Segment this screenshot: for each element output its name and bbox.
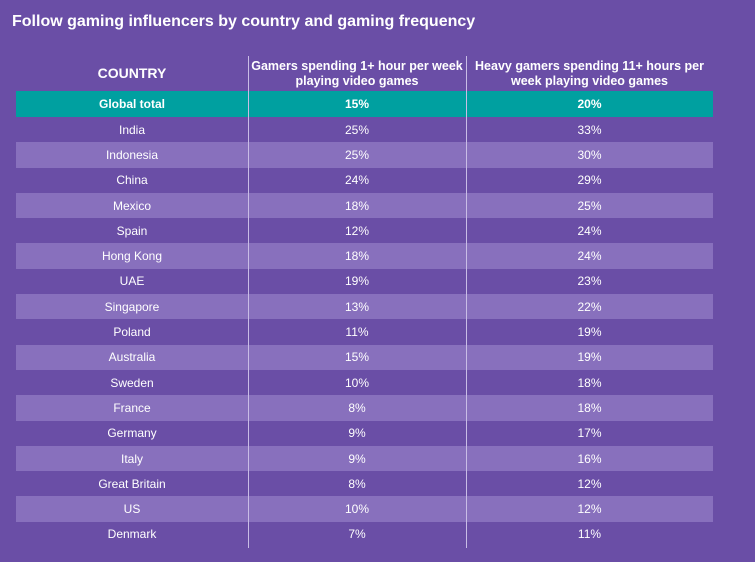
header-heavy-gamers-11h: Heavy gamers spending 11+ hours per week… <box>475 58 704 88</box>
cell-gamers-1h: 18% <box>344 198 370 213</box>
table-row: Indonesia 25% 30% <box>16 142 713 168</box>
cell-gamers-1h: 13% <box>344 299 370 314</box>
cell-gamers-1h: 9% <box>348 451 366 466</box>
chart-title: Follow gaming influencers by country and… <box>12 13 476 30</box>
header-gamers-1h: Gamers spending 1+ hour per week playing… <box>251 58 463 88</box>
cell-heavy-gamers-11h: 11% <box>577 527 602 542</box>
cell-country: Italy <box>120 451 143 466</box>
cell-heavy-gamers-11h: 18% <box>577 375 602 390</box>
cell-heavy-gamers-11h: 29% <box>577 173 602 188</box>
table-row: Hong Kong 18% 24% <box>16 243 713 269</box>
cell-country: Mexico <box>112 198 151 213</box>
cell-heavy-gamers-11h: 16% <box>577 451 602 466</box>
cell-gamers-1h: 24% <box>344 173 370 188</box>
table-row: Australia 15% 19% <box>16 344 713 370</box>
column-divider-1 <box>248 56 249 548</box>
cell-country: Denmark <box>107 527 157 542</box>
table-row: Great Britain 8% 12% <box>16 471 713 496</box>
table-row: France 8% 18% <box>16 395 713 421</box>
cell-country: Australia <box>108 350 156 365</box>
cell-gamers-1h: 18% <box>344 249 370 264</box>
table-row: Poland 11% 19% <box>16 319 713 344</box>
table-row-global-total: Global total 15% 20% <box>16 91 713 117</box>
cell-country: Sweden <box>110 375 154 390</box>
cell-heavy-gamers-11h: 30% <box>577 147 602 162</box>
cell-gamers-1h: 8% <box>348 476 366 491</box>
cell-gamers-1h: 10% <box>344 375 370 390</box>
cell-country: India <box>118 122 146 137</box>
cell-heavy-gamers-11h: 20% <box>577 97 602 111</box>
cell-gamers-1h: 12% <box>344 223 370 238</box>
cell-heavy-gamers-11h: 22% <box>577 299 602 314</box>
cell-heavy-gamers-11h: 19% <box>577 325 602 340</box>
cell-heavy-gamers-11h: 12% <box>577 502 602 517</box>
cell-gamers-1h: 10% <box>344 502 370 517</box>
cell-country: Spain <box>116 223 148 238</box>
cell-heavy-gamers-11h: 18% <box>577 400 602 415</box>
cell-gamers-1h: 15% <box>344 97 370 111</box>
cell-country: Hong Kong <box>101 249 163 264</box>
cell-gamers-1h: 9% <box>348 426 366 441</box>
cell-country: UAE <box>119 274 145 289</box>
cell-country: Germany <box>107 426 157 441</box>
table-row: Denmark 7% 11% <box>16 522 713 547</box>
table-row: UAE 19% 23% <box>16 269 713 294</box>
cell-heavy-gamers-11h: 17% <box>577 426 602 441</box>
cell-heavy-gamers-11h: 33% <box>577 122 602 137</box>
cell-heavy-gamers-11h: 19% <box>577 350 602 365</box>
cell-gamers-1h: 25% <box>344 122 370 137</box>
table-row: Germany 9% 17% <box>16 421 713 446</box>
cell-country: Poland <box>113 325 151 340</box>
cell-heavy-gamers-11h: 25% <box>577 198 602 213</box>
cell-heavy-gamers-11h: 12% <box>577 476 602 491</box>
table-row: Mexico 18% 25% <box>16 192 713 219</box>
table-body: Global total 15% 20% India 25% 33% Indonesia 25… <box>16 91 713 547</box>
data-table: COUNTRY Gamers spending 1+ hour per week… <box>16 56 713 547</box>
table-row: Sweden 10% 18% <box>16 370 713 395</box>
cell-gamers-1h: 25% <box>344 147 370 162</box>
cell-country: Indonesia <box>105 147 159 162</box>
cell-country: China <box>116 173 148 188</box>
table-header: COUNTRY Gamers spending 1+ hour per week… <box>16 56 713 91</box>
table-row: Italy 9% 16% <box>16 445 713 472</box>
table-row: Singapore 13% 22% <box>16 294 713 320</box>
cell-country: Great Britain <box>98 476 166 491</box>
cell-heavy-gamers-11h: 23% <box>577 274 602 289</box>
cell-gamers-1h: 15% <box>344 350 370 365</box>
cell-country: France <box>113 400 151 415</box>
column-divider-2 <box>466 56 467 548</box>
cell-country: Global total <box>99 97 165 111</box>
cell-gamers-1h: 7% <box>348 527 366 542</box>
cell-heavy-gamers-11h: 24% <box>577 249 602 264</box>
cell-gamers-1h: 19% <box>344 274 370 289</box>
table-row: China 24% 29% <box>16 168 713 193</box>
table-row: Spain 12% 24% <box>16 218 713 243</box>
table-row: India 25% 33% <box>16 117 713 142</box>
cell-country: Singapore <box>104 299 160 314</box>
cell-gamers-1h: 11% <box>345 325 369 340</box>
table-row: US 10% 12% <box>16 496 713 522</box>
cell-country: US <box>123 502 141 517</box>
header-country: COUNTRY <box>97 65 167 81</box>
cell-heavy-gamers-11h: 24% <box>577 223 602 238</box>
cell-gamers-1h: 8% <box>348 400 366 415</box>
